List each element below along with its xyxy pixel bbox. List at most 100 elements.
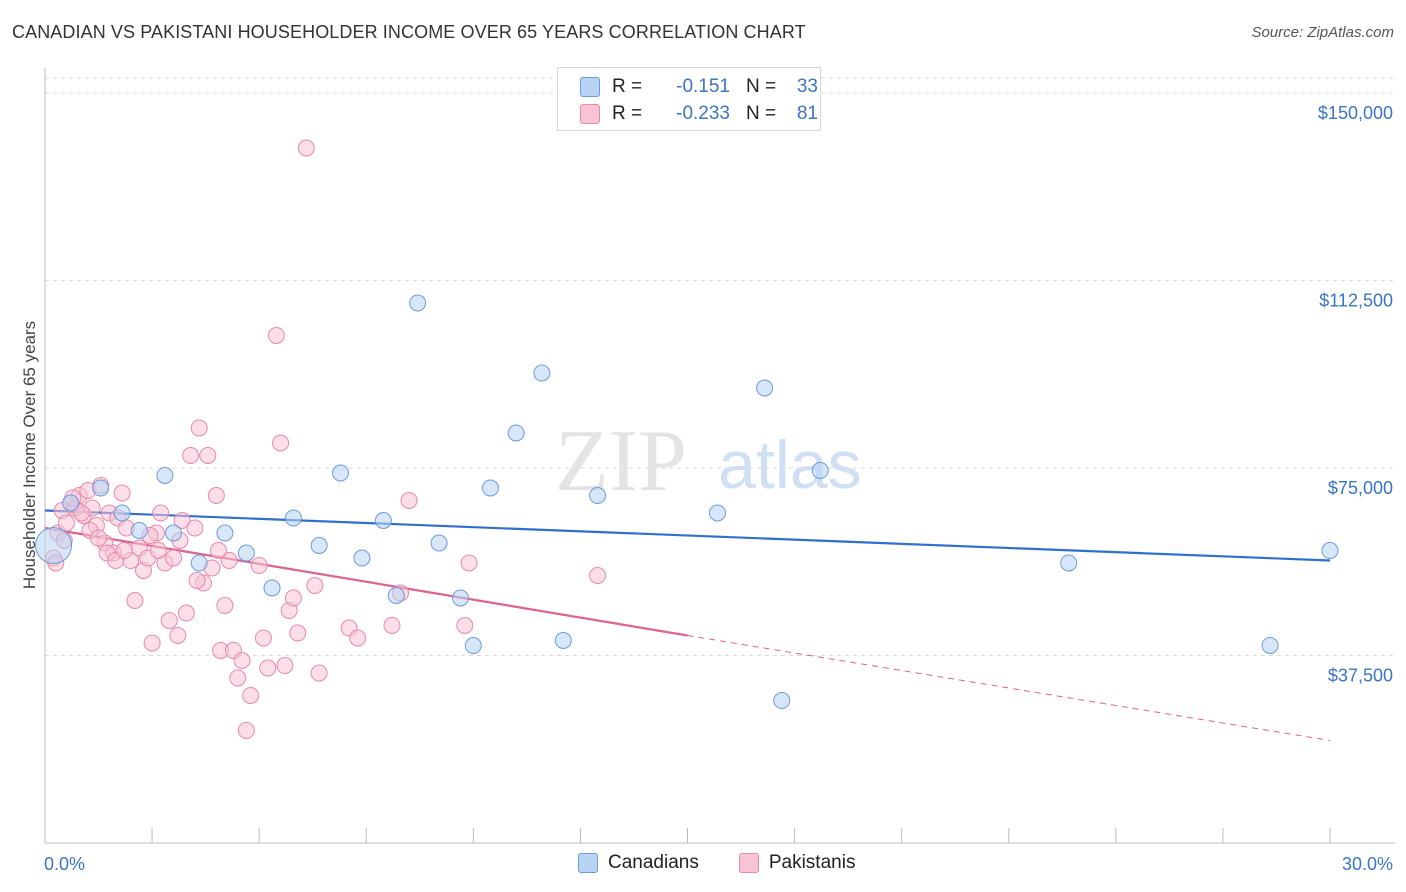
canadians-point [35, 527, 73, 564]
pakistanis-point [177, 604, 195, 622]
legend-item-pakistanis[interactable]: Pakistanis [738, 852, 856, 874]
pakistanis-point [57, 514, 75, 532]
pakistanis-point [143, 634, 161, 652]
watermark: ZIP atlas [555, 413, 862, 510]
canadians-point [62, 494, 80, 512]
canadians-trend-line [44, 509, 1331, 562]
pakistanis-point [188, 572, 206, 589]
pakistanis-point [589, 567, 607, 584]
legend-label-canadians: Canadians [608, 852, 699, 873]
r-value: -0.233 [676, 103, 730, 124]
pakistanis-point [186, 519, 204, 537]
canadians-point [216, 524, 234, 542]
y-tick-label: $37,500 [1328, 666, 1393, 686]
canadians-point [190, 554, 208, 572]
canadians-point [165, 524, 182, 542]
canadians-point [156, 467, 174, 484]
pakistanis-point [310, 664, 328, 682]
canadians-point [130, 522, 148, 539]
canadians-point [263, 579, 281, 597]
pakistanis-point [259, 659, 277, 677]
canadians-point [374, 512, 392, 529]
axes [44, 68, 1395, 844]
pakistanis-point [383, 617, 401, 634]
pakistanis-point [242, 687, 260, 704]
canadians-point [554, 632, 572, 649]
data-points [35, 139, 1339, 739]
pakistanis-point [115, 542, 133, 559]
pakistanis-swatch [738, 853, 759, 873]
pakistanis-point [150, 542, 168, 559]
pakistanis-point [400, 492, 418, 509]
x-tick-label: 0.0% [44, 854, 85, 874]
gridlines [45, 77, 1395, 656]
pakistanis-point [220, 552, 238, 569]
pakistanis-point [456, 617, 474, 634]
canadians-point [310, 537, 328, 554]
canadians-point [1060, 554, 1078, 572]
pakistanis-point [90, 529, 108, 547]
n-value: 33 [796, 76, 818, 97]
canadians-point [353, 549, 371, 567]
pakistanis-point [173, 512, 191, 529]
y-axis-label: Householder Income Over 65 years [20, 321, 39, 589]
pakistanis-point [165, 549, 182, 567]
canadians-point [92, 479, 110, 497]
pakistanis-point [237, 722, 255, 739]
pakistanis-point [267, 327, 285, 344]
pakistanis-point [272, 434, 290, 452]
y-tick-label: $112,500 [1319, 291, 1393, 311]
canadians-point [708, 504, 726, 522]
pakistanis-point [297, 139, 315, 157]
canadians-point [237, 544, 255, 562]
canadians-point [756, 379, 774, 397]
pakistanis-trend-extension [687, 635, 1331, 741]
canadians-point [481, 479, 499, 497]
pakistanis-point [207, 487, 225, 504]
pakistanis-point [229, 669, 247, 687]
canadians-point [451, 589, 469, 607]
canadians-point [811, 462, 829, 479]
n-label: N = [746, 103, 777, 124]
pakistanis-point [284, 589, 302, 607]
pakistanis-point [190, 419, 208, 437]
watermark-atlas: atlas [718, 427, 862, 503]
y-tick-label: $75,000 [1328, 478, 1393, 498]
axis-labels: $37,500 $75,000 $112,500 $150,000 0.0% 30.0% [44, 103, 1393, 874]
pakistanis-point [349, 629, 367, 647]
pakistanis-point [216, 597, 234, 614]
pakistanis-point [276, 657, 294, 674]
pakistanis-point [182, 447, 200, 464]
stats-legend: R = -0.151 N = 33 R = -0.233 N = 81 [557, 67, 821, 131]
pakistanis-point [250, 557, 268, 574]
pakistanis-point [152, 504, 170, 522]
pakistanis-point [306, 577, 324, 594]
r-value: -0.151 [676, 76, 730, 97]
source-label: Source: ZipAtlas.com [1251, 24, 1394, 41]
y-tick-label: $150,000 [1318, 103, 1393, 123]
chart-title: CANADIAN VS PAKISTANI HOUSEHOLDER INCOME… [12, 22, 806, 42]
pakistanis-point [126, 592, 144, 609]
x-tick-label: 30.0% [1342, 854, 1393, 874]
legend-label-pakistanis: Pakistanis [768, 852, 856, 873]
r-label: R = [612, 103, 643, 124]
canadians-point [589, 487, 607, 504]
canadians-point [464, 637, 482, 654]
pakistanis-point [254, 629, 272, 647]
series-legend: Canadians Pakistanis [578, 852, 895, 874]
r-label: R = [612, 76, 643, 97]
pakistanis-point [160, 612, 178, 629]
canadians-point [284, 509, 302, 527]
pakistanis-point [113, 484, 131, 502]
legend-row-canadians: R = -0.151 N = 33 [580, 74, 818, 100]
legend-item-canadians[interactable]: Canadians [578, 852, 699, 874]
n-label: N = [746, 76, 777, 97]
pakistanis-swatch [580, 104, 600, 124]
canadians-point [1321, 542, 1339, 559]
canadians-point [773, 692, 791, 709]
pakistanis-point [199, 447, 217, 464]
canadians-point [430, 534, 448, 552]
canadians-point [409, 294, 427, 312]
watermark-zip: ZIP [555, 413, 687, 510]
